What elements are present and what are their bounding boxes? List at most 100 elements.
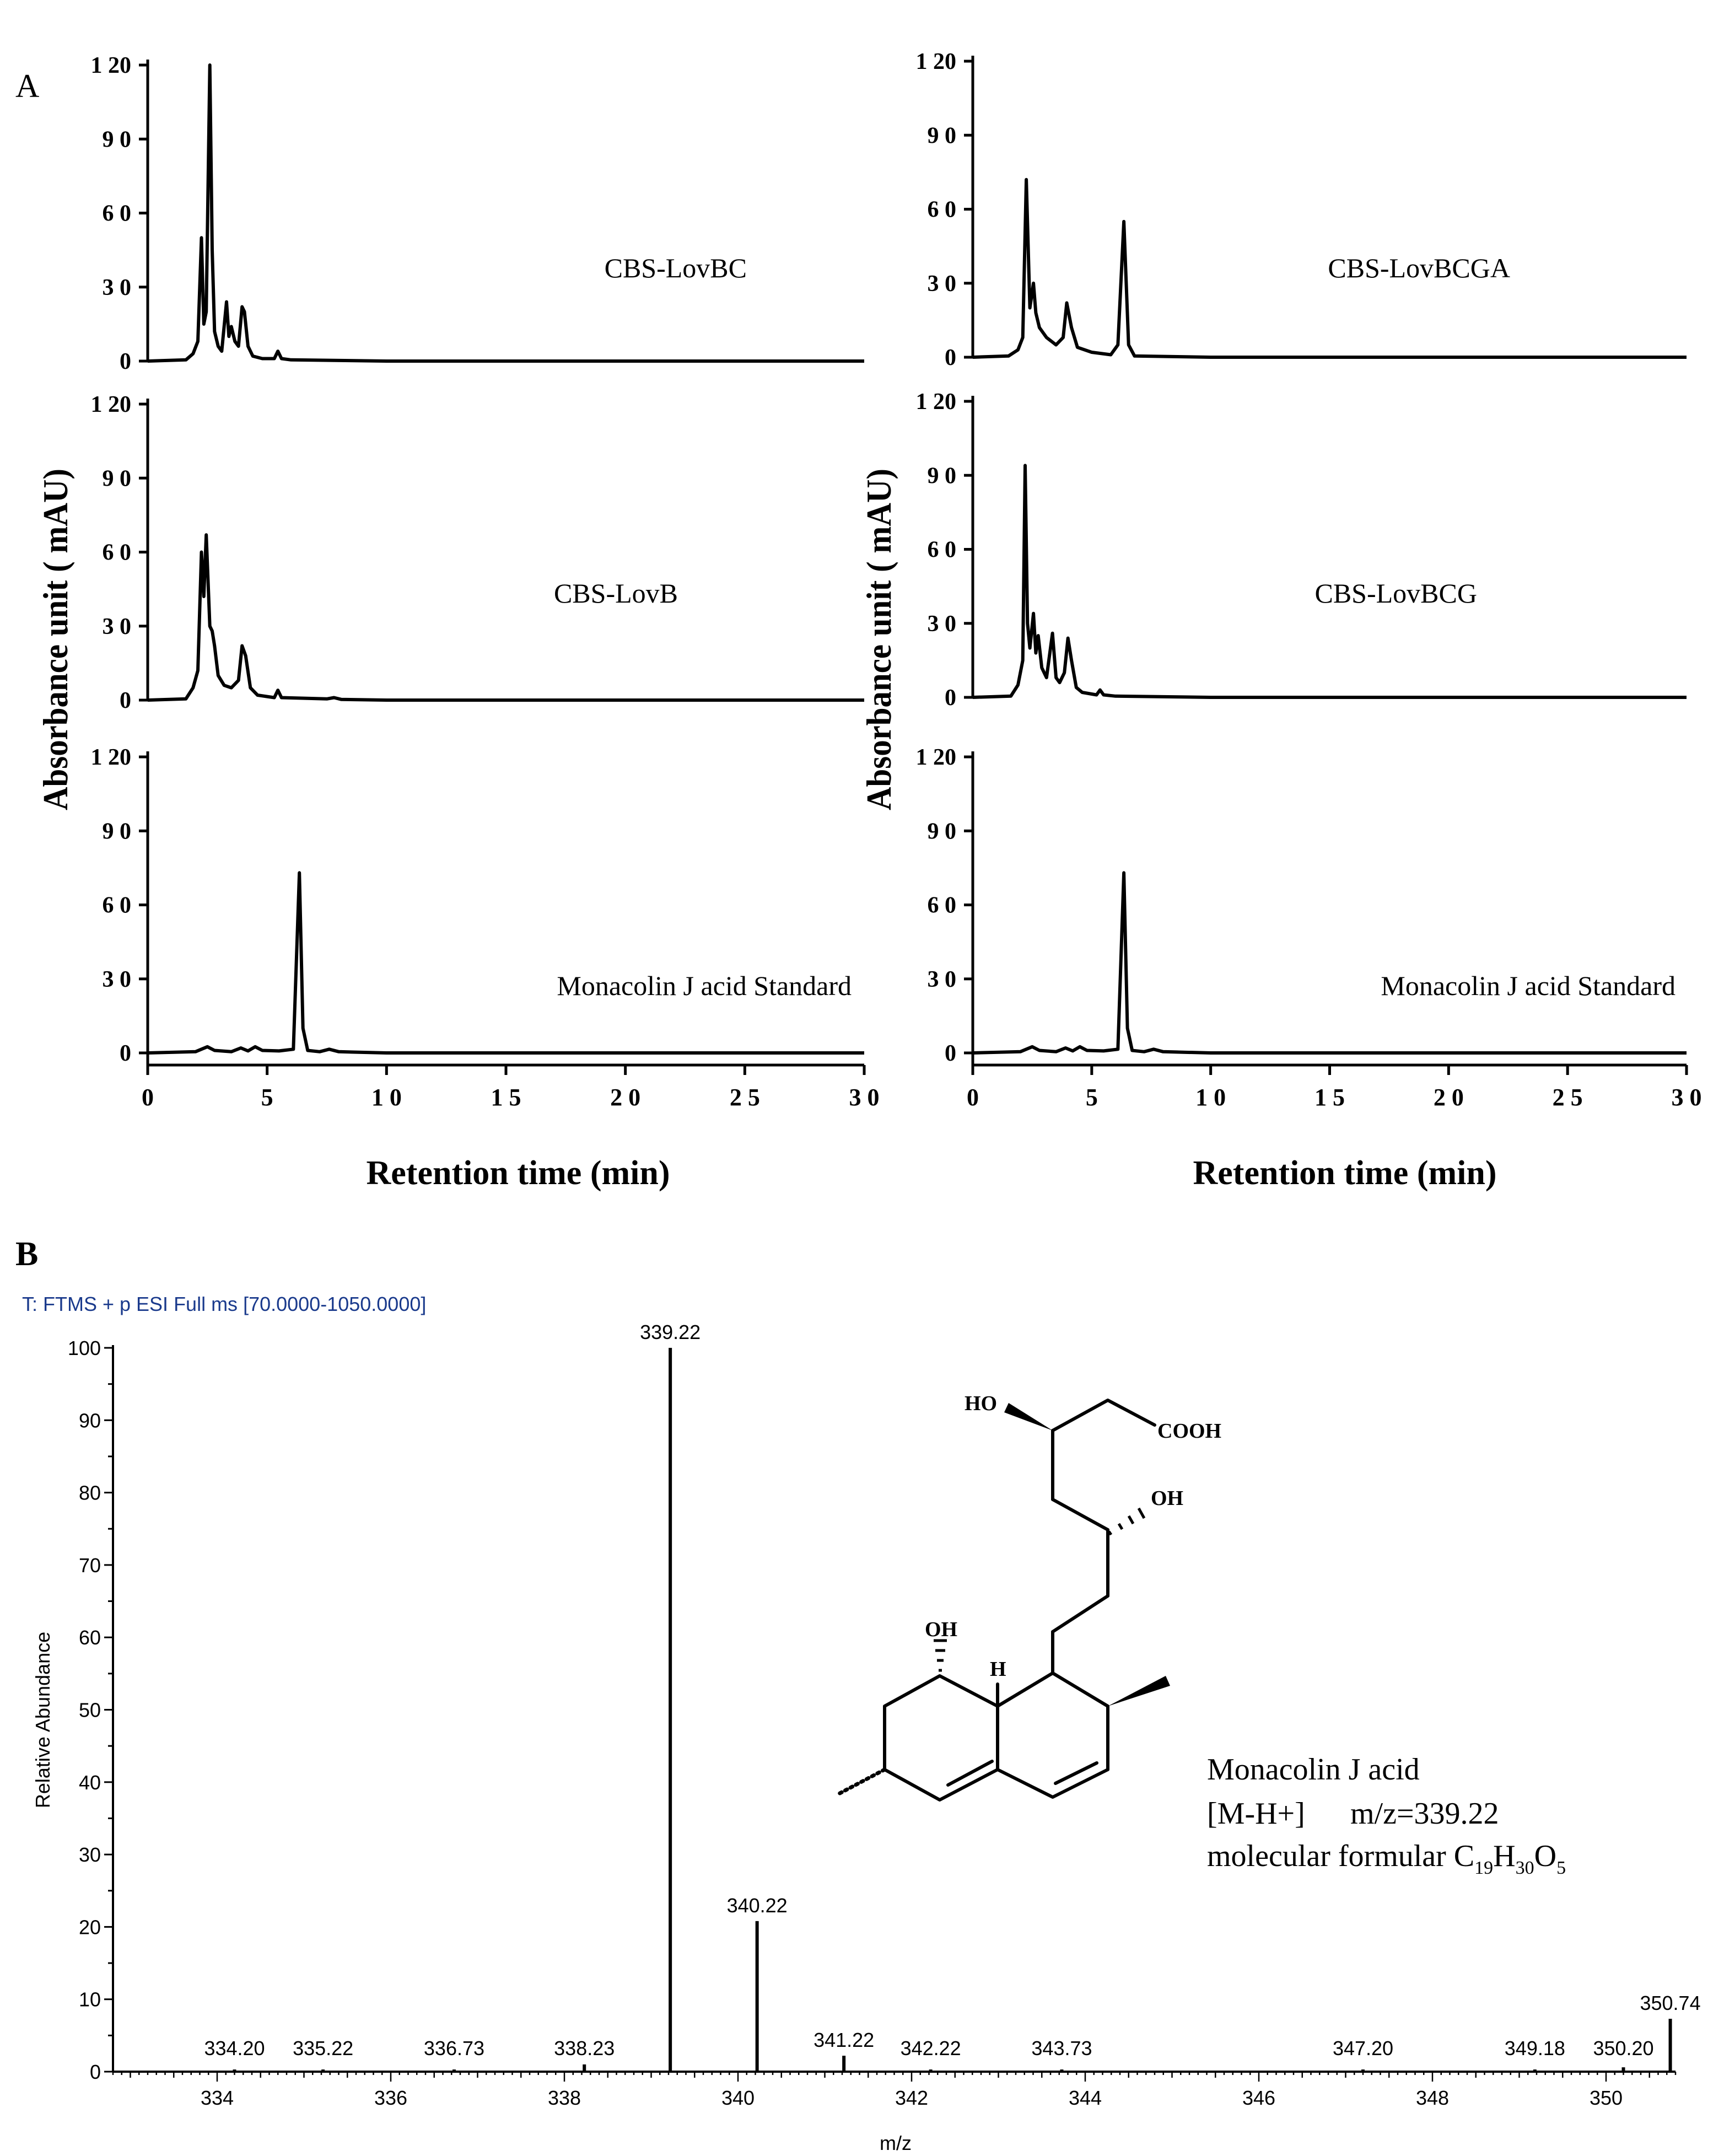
- sample-label: CBS-LovB: [554, 578, 678, 609]
- x-tick-label: 1 5: [1314, 1084, 1345, 1111]
- ms-y-tick-label: 40: [79, 1771, 101, 1794]
- panel-label-a: A: [15, 68, 39, 104]
- panel-label-b: B: [15, 1235, 38, 1273]
- ms-y-tick-label: 50: [79, 1699, 101, 1722]
- peak-label: 338.23: [554, 2037, 615, 2060]
- ms-ylabel: Relative Abundance: [31, 1632, 54, 1808]
- y-tick-label: 6 0: [928, 537, 957, 563]
- y-tick-label: 0: [120, 349, 131, 374]
- label-cooh: COOH: [1157, 1420, 1221, 1443]
- compound-formula: molecular formular C19H30O5: [1207, 1839, 1566, 1878]
- y-tick-label: 9 0: [928, 463, 957, 488]
- ms-x-tick-label: 340: [721, 2087, 755, 2109]
- x-tick-label: 1 0: [1195, 1084, 1226, 1111]
- ms-x-tick-label: 344: [1069, 2087, 1102, 2109]
- chromatogram-cbs-lovbcga: 0 3 0 6 0 9 0 1 20 CBS-LovBCGA: [916, 49, 1687, 370]
- y-tick-label: 1 20: [91, 392, 132, 417]
- peak-label: 340.22: [727, 1894, 788, 1917]
- x-tick-label: 2 5: [730, 1084, 760, 1111]
- peak-label: 339.22: [640, 1321, 701, 1343]
- trace-monacolin-j-acid-standard: [147, 871, 864, 1055]
- xlabel-right: Retention time (min): [1193, 1154, 1497, 1192]
- peak-label: 342.22: [901, 2037, 961, 2060]
- y-tick-label: 0: [120, 1041, 131, 1066]
- y-tick-label: 1 20: [91, 53, 132, 78]
- label-oh-chain: OH: [1151, 1487, 1183, 1510]
- x-tick-label: 0: [142, 1084, 154, 1111]
- sample-label: Monacolin J acid Standard: [557, 970, 852, 1001]
- y-tick-label: 1 20: [916, 389, 957, 415]
- chromatogram-standard-left: 0 5 1 0 1 5 2 0 2 5 3 0 0 3 0 6 0 9 0 1 20 Monacolin…: [91, 745, 880, 1111]
- sample-label: CBS-LovBCGA: [1328, 252, 1510, 283]
- peak-label: 335.22: [293, 2037, 353, 2060]
- x-tick-label: 0: [967, 1084, 979, 1111]
- peak-label: 350.20: [1593, 2037, 1653, 2060]
- y-tick-label: 0: [945, 1041, 956, 1066]
- peak-label: 343.73: [1031, 2037, 1092, 2060]
- x-tick-label: 5: [1086, 1084, 1098, 1111]
- y-tick-label: 9 0: [103, 127, 132, 152]
- chromatogram-cbs-lovb: 0 3 0 6 0 9 0 1 20 CBS-LovB: [91, 392, 864, 713]
- ms-x-tick-label: 348: [1416, 2087, 1449, 2109]
- peak-label: 334.20: [204, 2037, 265, 2060]
- ms-x-tick-label: 350: [1590, 2087, 1623, 2109]
- y-tick-label: 6 0: [103, 201, 132, 227]
- sample-label: CBS-LovBCG: [1314, 578, 1477, 609]
- y-tick-label: 1 20: [91, 745, 132, 770]
- ms-x-tick-label: 346: [1242, 2087, 1275, 2109]
- y-tick-label: 3 0: [928, 967, 957, 992]
- trace-cbs-lovbc: [147, 63, 864, 363]
- y-tick-label: 6 0: [928, 197, 957, 223]
- y-tick-label: 9 0: [928, 819, 957, 844]
- ms-y-tick-label: 100: [68, 1337, 101, 1359]
- peak-label: 336.73: [424, 2037, 484, 2060]
- ms-y-tick-label: 30: [79, 1843, 101, 1866]
- ms-xlabel: m/z: [880, 2132, 912, 2154]
- ms-x-tick-label: 336: [374, 2087, 407, 2109]
- x-tick-label: 5: [261, 1084, 273, 1111]
- ms-y-tick-label: 0: [90, 2061, 101, 2083]
- y-tick-label: 3 0: [928, 271, 957, 297]
- ms-scan-header: T: FTMS + p ESI Full ms [70.0000-1050.00…: [22, 1293, 426, 1315]
- x-tick-label: 3 0: [849, 1084, 880, 1111]
- y-tick-label: 0: [945, 345, 956, 370]
- x-tick-label: 2 5: [1553, 1084, 1583, 1111]
- y-tick-label: 6 0: [103, 893, 132, 918]
- compound-name: Monacolin J acid: [1207, 1752, 1420, 1787]
- y-tick-label: 3 0: [103, 614, 132, 639]
- y-tick-label: 0: [945, 685, 956, 711]
- wedge-bond-methyl: [1108, 1676, 1170, 1706]
- y-tick-label: 3 0: [103, 967, 132, 992]
- compound-ion: [M-H+] m/z=339.22: [1207, 1797, 1499, 1831]
- label-h-ring: H: [990, 1658, 1006, 1681]
- hashed-bonds: [934, 1507, 1146, 1672]
- x-tick-label: 2 0: [1434, 1084, 1464, 1111]
- y-tick-label: 6 0: [928, 893, 957, 918]
- ylabel-left: Absorbance unit ( mAU): [36, 469, 75, 810]
- trace-cbs-lovbcga: [972, 178, 1687, 359]
- x-tick-label: 2 0: [610, 1084, 640, 1111]
- mass-spectrum: 0 10 20 30 40 50 60 70 80 90 100 334 336 338 340 342 344…: [68, 1321, 1701, 2109]
- y-tick-label: 9 0: [928, 123, 957, 148]
- peak-label: 349.18: [1505, 2037, 1565, 2060]
- y-tick-label: 9 0: [103, 466, 132, 491]
- trace-cbs-lovbcg: [972, 464, 1687, 699]
- peak-label: 347.20: [1333, 2037, 1393, 2060]
- sample-label: CBS-LovBC: [605, 252, 747, 283]
- ms-x-tick-label: 338: [548, 2087, 581, 2109]
- ms-y-tick-label: 60: [79, 1626, 101, 1649]
- y-tick-label: 9 0: [103, 819, 132, 844]
- y-tick-label: 0: [120, 688, 131, 713]
- y-tick-label: 3 0: [103, 275, 132, 300]
- x-tick-label: 1 0: [371, 1084, 402, 1111]
- trace-cbs-lovb: [147, 533, 864, 702]
- trace-monacolin-j-acid-standard: [972, 871, 1687, 1055]
- ms-x-tick-label: 342: [895, 2087, 928, 2109]
- y-tick-label: 1 20: [916, 745, 957, 770]
- label-ho: HO: [965, 1392, 997, 1415]
- ylabel-right: Absorbance unit ( mAU): [859, 469, 898, 810]
- chromatogram-standard-right: 0 5 1 0 1 5 2 0 2 5 3 0 0 3 0 6 0 9 0 1 20 Monacolin…: [916, 745, 1702, 1111]
- y-tick-label: 6 0: [103, 540, 132, 566]
- sample-label: Monacolin J acid Standard: [1381, 970, 1675, 1001]
